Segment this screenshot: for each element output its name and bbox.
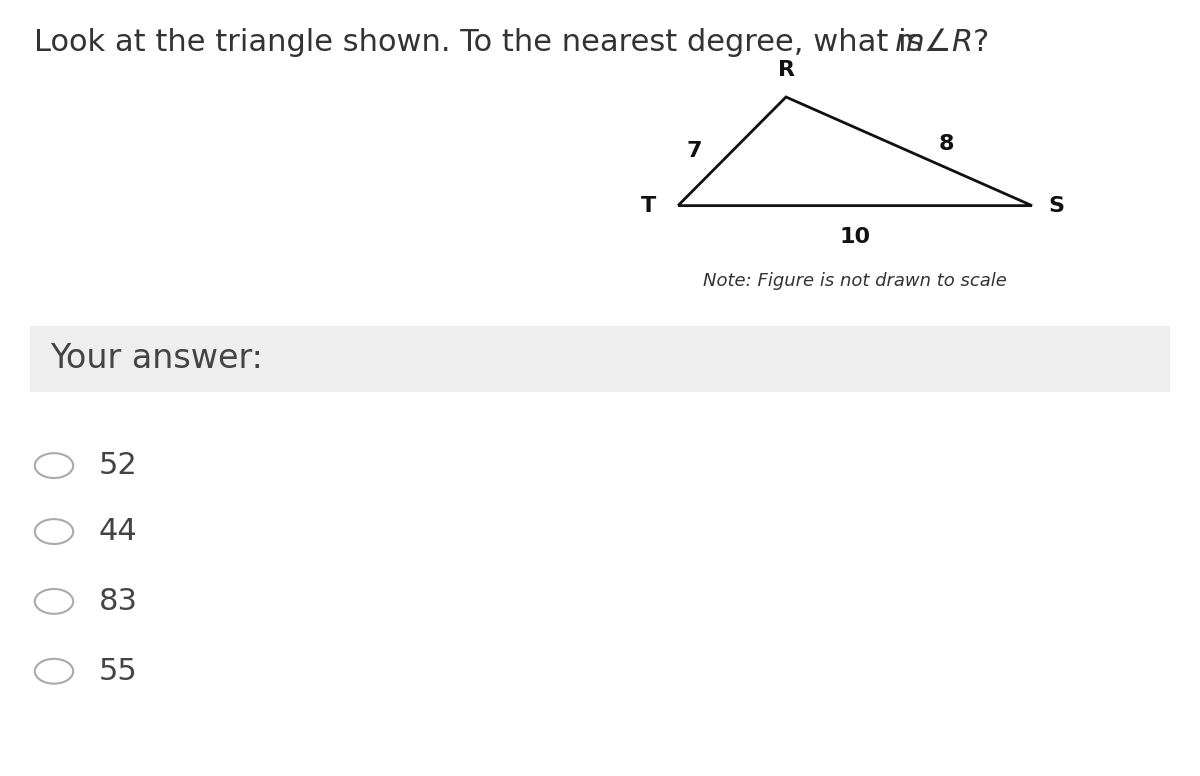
Text: 55: 55 [98,656,137,686]
Text: T: T [641,196,656,216]
Text: 10: 10 [840,227,870,248]
Text: Note: Figure is not drawn to scale: Note: Figure is not drawn to scale [703,272,1007,289]
Text: Your answer:: Your answer: [50,342,263,376]
Text: 8: 8 [940,133,954,154]
Text: $m\angle R$?: $m\angle R$? [894,28,989,57]
Text: 7: 7 [686,141,702,161]
Text: 44: 44 [98,517,137,546]
Text: R: R [778,60,794,80]
Text: 52: 52 [98,451,137,480]
Text: Look at the triangle shown. To the nearest degree, what is: Look at the triangle shown. To the neare… [34,28,932,57]
Text: S: S [1049,196,1064,216]
FancyBboxPatch shape [30,326,1170,392]
Text: 83: 83 [98,587,138,616]
